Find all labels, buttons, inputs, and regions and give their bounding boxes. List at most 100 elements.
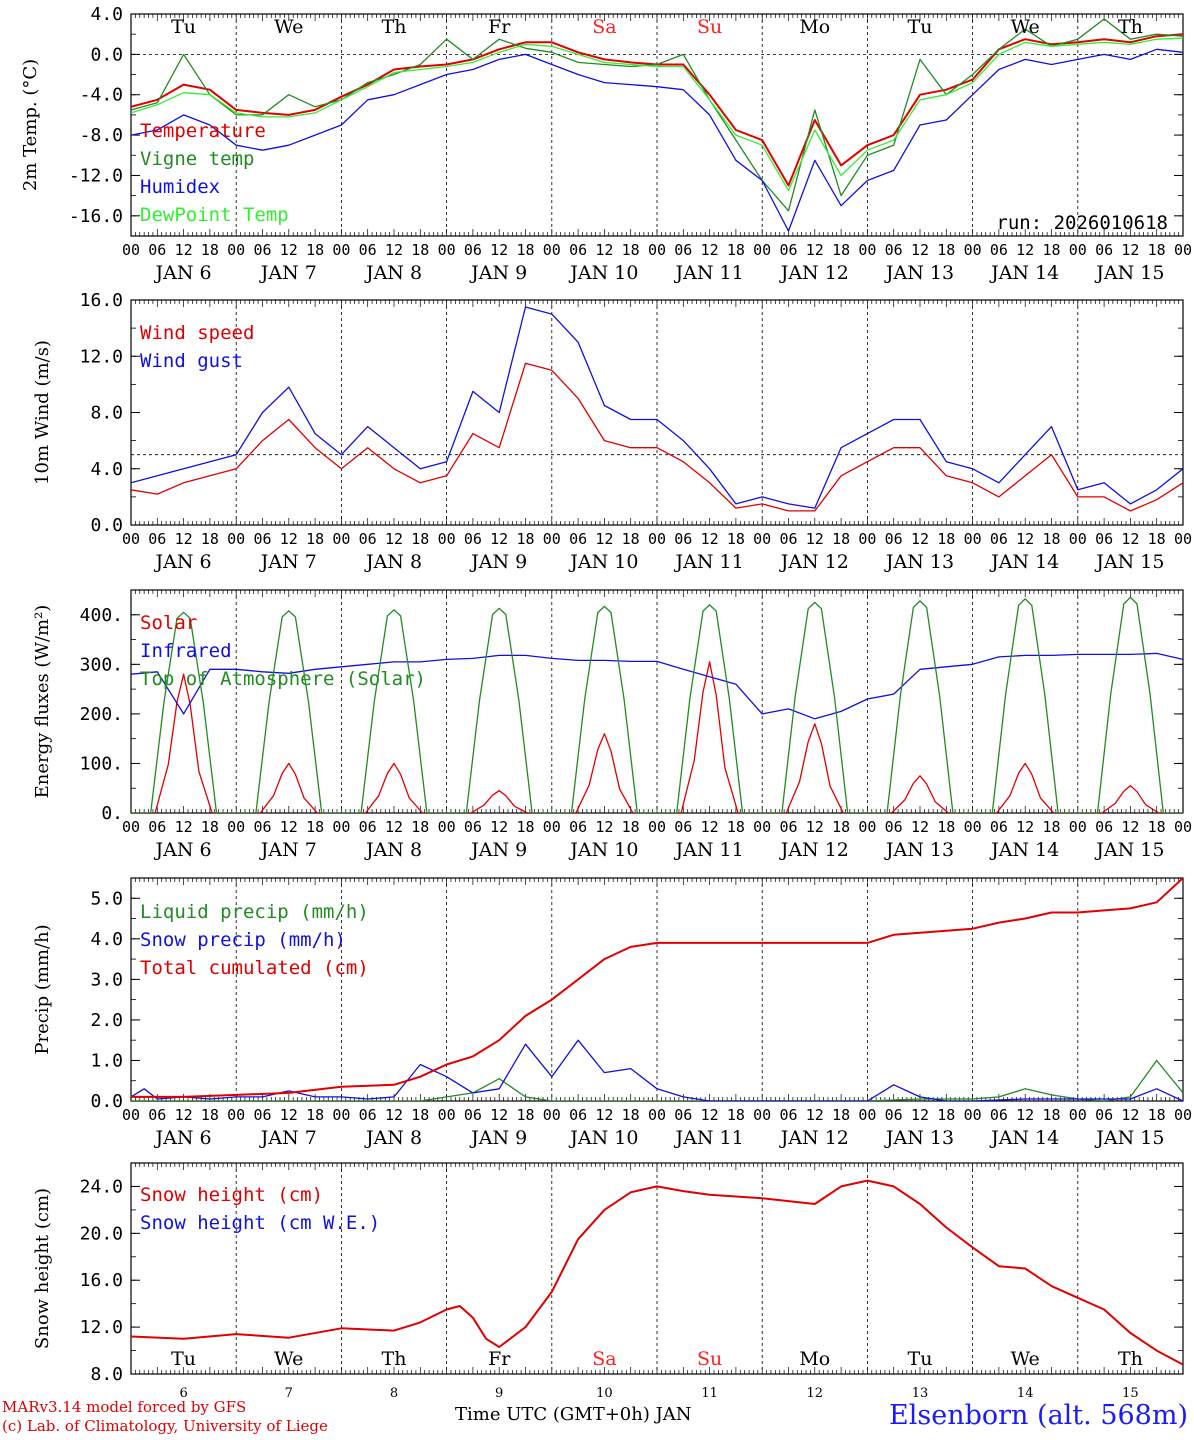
legend-entry: Total cumulated (cm) — [140, 957, 369, 979]
hour-tick-label: 12 — [595, 530, 613, 548]
hour-tick-label: 18 — [411, 241, 429, 259]
hour-tick-label: 18 — [937, 818, 955, 836]
date-label: JAN 6 — [154, 1127, 212, 1149]
hour-tick-label: 18 — [516, 1106, 534, 1124]
weekday-label: Tu — [908, 1348, 933, 1370]
hour-tick-label: 06 — [148, 241, 166, 259]
date-label: JAN 11 — [674, 551, 744, 573]
hour-tick-label: 18 — [622, 818, 640, 836]
panel-wind: 0.0 4.0 8.0 12.0 16.0 10m Wind (m/s) Wind spee… — [32, 290, 1192, 573]
date-label: JAN 10 — [568, 839, 638, 861]
hour-tick-label: 06 — [569, 530, 587, 548]
legend-entry: Snow height (cm W.E.) — [140, 1212, 380, 1234]
date-label: JAN 7 — [259, 551, 317, 573]
y-tick-label: -4.0 — [80, 85, 123, 106]
hour-tick-label: 00 — [648, 818, 666, 836]
legend-entry: Infrared — [140, 640, 232, 662]
y-tick-label: 3.0 — [90, 969, 123, 990]
hour-tick-label: 06 — [990, 241, 1008, 259]
y-axis-label: 10m Wind (m/s) — [32, 340, 53, 485]
date-label: JAN 12 — [779, 839, 849, 861]
y-tick-label: 100. — [80, 753, 123, 774]
series-line-snow-precip-mm-h- — [131, 1039, 1183, 1101]
series-line-dewpoint-temp — [131, 37, 1183, 192]
y-tick-label: -16.0 — [69, 206, 123, 227]
hour-tick-label: 06 — [464, 241, 482, 259]
date-label: JAN 13 — [884, 1127, 954, 1149]
y-tick-label: 8.0 — [90, 1364, 123, 1385]
hour-tick-label: 00 — [438, 530, 456, 548]
hour-tick-label: 18 — [727, 818, 745, 836]
y-axis-label: Energy fluxes (W/m²) — [32, 605, 53, 799]
hour-tick-label: 18 — [1148, 241, 1166, 259]
legend-entry: Vigne temp — [140, 148, 254, 170]
hour-tick-label: 00 — [1069, 1106, 1087, 1124]
hour-tick-label: 18 — [832, 530, 850, 548]
hour-tick-label: 12 — [490, 530, 508, 548]
date-label: JAN 8 — [364, 262, 422, 284]
hour-tick-label: 12 — [806, 1106, 824, 1124]
panel-energy: 0. 100. 200. 300. 400. Energy fluxes (W/m²) So… — [32, 589, 1192, 861]
date-label: JAN 12 — [779, 262, 849, 284]
y-tick-label: 2.0 — [90, 1010, 123, 1031]
hour-tick-label: 06 — [569, 1106, 587, 1124]
y-tick-label: 16.0 — [80, 1270, 123, 1291]
y-tick-label: 0. — [101, 803, 123, 824]
plot-frame — [130, 589, 1184, 814]
hour-tick-label: 06 — [990, 1106, 1008, 1124]
legend-entry: Liquid precip (mm/h) — [140, 901, 369, 923]
hour-tick-label: 12 — [595, 818, 613, 836]
hour-tick-label: 06 — [779, 818, 797, 836]
day-number-label: 6 — [179, 1386, 187, 1401]
panel-precip: 0.0 1.0 2.0 3.0 4.0 5.0 Precip (mm/h) Liquid pr… — [32, 877, 1192, 1149]
date-label: JAN 13 — [884, 262, 954, 284]
date-label: JAN 12 — [779, 1127, 849, 1149]
day-number-label: 13 — [912, 1386, 929, 1401]
hour-tick-label: 00 — [543, 241, 561, 259]
date-label: JAN 15 — [1094, 1127, 1164, 1149]
hour-tick-label: 18 — [201, 818, 219, 836]
date-label: JAN 12 — [779, 551, 849, 573]
y-tick-label: 20.0 — [80, 1223, 123, 1244]
model-credit: MARv3.14 model forced by GFS (c) Lab. of… — [2, 1398, 328, 1436]
hour-tick-label: 12 — [280, 1106, 298, 1124]
hour-tick-label: 12 — [1121, 241, 1139, 259]
hour-tick-label: 06 — [253, 530, 271, 548]
legend-entry: DewPoint Temp — [140, 204, 289, 226]
hour-tick-label: 12 — [1016, 818, 1034, 836]
model-line: MARv3.14 model forced by GFS — [2, 1398, 247, 1416]
date-label: JAN 6 — [154, 551, 212, 573]
date-label: JAN 7 — [259, 262, 317, 284]
date-label: JAN 14 — [989, 262, 1059, 284]
hour-tick-label: 00 — [332, 530, 350, 548]
hour-tick-label: 12 — [385, 530, 403, 548]
hour-tick-label: 00 — [1174, 818, 1192, 836]
hour-tick-label: 12 — [701, 1106, 719, 1124]
series-group — [131, 878, 1183, 1101]
hour-tick-label: 00 — [438, 1106, 456, 1124]
y-tick-label: 12.0 — [80, 346, 123, 367]
date-label: JAN 15 — [1094, 551, 1164, 573]
hour-tick-label: 00 — [122, 818, 140, 836]
hour-tick-label: 06 — [674, 530, 692, 548]
hour-tick-label: 06 — [464, 818, 482, 836]
y-tick-label: 0.0 — [90, 1091, 123, 1112]
date-label: JAN 8 — [364, 1127, 422, 1149]
run-label: run: 2026010618 — [996, 212, 1168, 234]
y-tick-label: 4.0 — [90, 4, 123, 25]
hour-tick-label: 00 — [227, 1106, 245, 1124]
hour-tick-label: 12 — [806, 241, 824, 259]
y-tick-label: -8.0 — [80, 125, 123, 146]
weekday-label: Mo — [799, 16, 830, 38]
hour-tick-label: 06 — [148, 1106, 166, 1124]
hour-tick-label: 00 — [332, 241, 350, 259]
y-tick-label: 24.0 — [80, 1176, 123, 1197]
hour-tick-label: 06 — [148, 818, 166, 836]
hour-tick-label: 18 — [1148, 818, 1166, 836]
series-group — [131, 18, 1183, 232]
hour-tick-label: 12 — [280, 818, 298, 836]
hour-tick-label: 00 — [753, 241, 771, 259]
legend-entry: Wind gust — [140, 350, 243, 372]
plot-frame — [130, 299, 1184, 526]
date-label: JAN 7 — [259, 839, 317, 861]
